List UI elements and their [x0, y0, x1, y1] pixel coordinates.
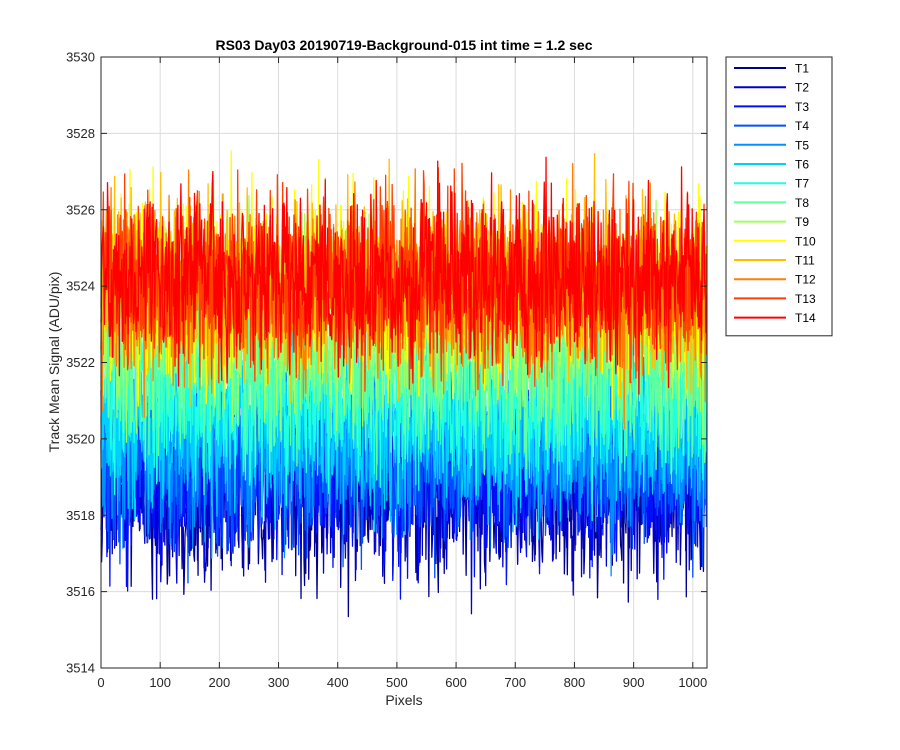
y-tick-label: 3516 — [66, 584, 95, 599]
legend-label: T13 — [795, 292, 816, 306]
y-tick-label: 3526 — [66, 202, 95, 217]
legend-label: T6 — [795, 158, 809, 172]
y-axis: 3514 3516 3518 3520 3522 3524 3526 3528 3530 — [66, 50, 707, 676]
legend-label: T8 — [795, 196, 809, 210]
legend-label: T7 — [795, 177, 809, 191]
y-tick-label: 3520 — [66, 431, 95, 446]
y-tick-label: 3518 — [66, 508, 95, 523]
x-tick-label: 400 — [327, 675, 349, 690]
x-tick-label: 200 — [209, 675, 231, 690]
x-tick-label: 1000 — [678, 675, 707, 690]
x-tick-label: 700 — [504, 675, 526, 690]
y-tick-label: 3522 — [66, 355, 95, 370]
y-axis-label: Track Mean Signal (ADU/pix) — [46, 272, 62, 453]
legend-label: T10 — [795, 234, 816, 248]
y-tick-label: 3528 — [66, 126, 95, 141]
legend-label: T9 — [795, 215, 809, 229]
legend-label: T5 — [795, 138, 809, 152]
legend-label: T12 — [795, 273, 816, 287]
x-tick-label: 300 — [268, 675, 290, 690]
legend-box — [725, 56, 833, 337]
x-axis-label: Pixels — [385, 692, 422, 708]
x-tick-label: 900 — [623, 675, 645, 690]
legend: T1 T2 T3 T4 T5 T6 T7 T8 T9 T10 T11 T12 T13 T14 — [725, 56, 833, 337]
series-layer — [100, 150, 708, 618]
x-tick-label: 100 — [149, 675, 171, 690]
series-line-t14 — [100, 156, 708, 395]
x-tick-label: 500 — [386, 675, 408, 690]
x-tick-label: 600 — [445, 675, 467, 690]
legend-label: T14 — [795, 311, 816, 325]
x-tick-label: 0 — [97, 675, 104, 690]
series-line-t13 — [100, 162, 708, 392]
legend-label: T4 — [795, 119, 809, 133]
y-tick-label: 3514 — [66, 661, 95, 676]
y-tick-label: 3530 — [66, 50, 95, 65]
legend-label: T2 — [795, 81, 809, 95]
x-axis: 0 100 200 300 400 500 600 700 800 900 1000 — [97, 57, 707, 690]
y-tick-label: 3524 — [66, 279, 95, 294]
legend-label: T1 — [795, 62, 809, 76]
legend-label: T11 — [795, 254, 815, 268]
legend-label: T3 — [795, 100, 809, 114]
chart-title: RS03 Day03 20190719-Background-015 int t… — [215, 37, 592, 53]
x-tick-label: 800 — [564, 675, 586, 690]
